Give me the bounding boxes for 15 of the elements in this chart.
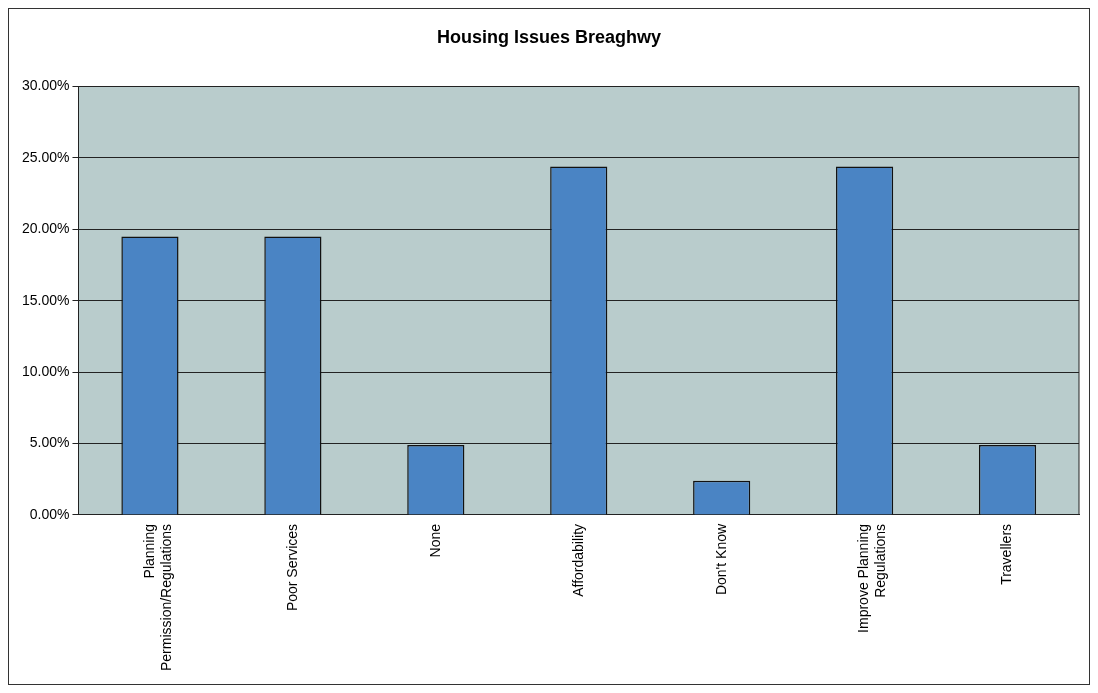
y-tick-label: 0.00% (29, 505, 70, 522)
x-tick-label: None (426, 523, 443, 558)
y-tick-label: 30.00% (22, 77, 70, 94)
x-tick-label: Don't Know (712, 523, 729, 596)
y-tick-label: 20.00% (22, 220, 70, 237)
x-tick-label: Affordability (569, 523, 586, 597)
x-tick-label: Improve Planning Regulations (855, 523, 889, 633)
chart-title: Housing Issues Breaghwy (436, 26, 662, 47)
y-tick-label: 25.00% (22, 148, 70, 165)
y-tick-label: 10.00% (22, 363, 70, 380)
x-tick-label: Planning Permission/Regulations (140, 523, 174, 672)
y-tick-label: 15.00% (22, 291, 70, 308)
x-tick-label: Poor Services (283, 523, 300, 612)
x-tick-label: Travellers (998, 523, 1015, 585)
y-tick-label: 5.00% (29, 434, 70, 451)
